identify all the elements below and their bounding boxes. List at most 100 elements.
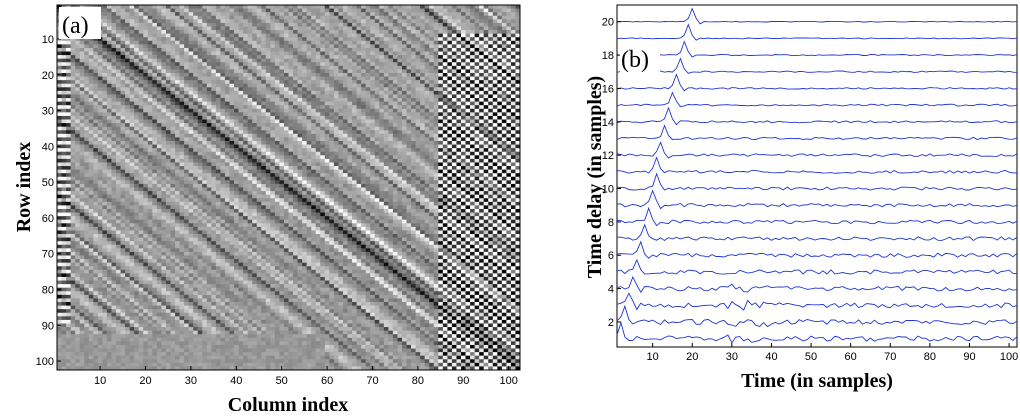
heatmap-cell: [470, 44, 476, 49]
heatmap-cell: [84, 5, 90, 9]
heatmap-cell: [61, 37, 67, 42]
heatmap-cell: [252, 5, 258, 9]
heatmap-cell: [274, 115, 280, 120]
heatmap-cell: [156, 140, 162, 145]
heatmap-cell: [433, 47, 439, 52]
heatmap-cell: [492, 130, 498, 135]
heatmap-cell: [220, 98, 226, 103]
heatmap-cell: [202, 33, 208, 38]
heatmap-cell: [179, 158, 185, 163]
heatmap-cell: [156, 119, 162, 124]
heatmap-cell: [297, 30, 303, 35]
heatmap-cell: [156, 108, 162, 113]
heatmap-cell: [161, 87, 167, 92]
heatmap-cell: [211, 33, 217, 38]
heatmap-cell: [352, 94, 357, 99]
heatmap-cell: [320, 33, 326, 38]
heatmap-cell: [424, 148, 430, 153]
heatmap-cell: [347, 119, 353, 124]
heatmap-cell: [234, 69, 239, 74]
heatmap-cell: [411, 62, 416, 67]
heatmap-cell: [288, 72, 294, 77]
heatmap-cell: [483, 108, 489, 113]
heatmap-cell: [156, 19, 162, 24]
heatmap-cell: [451, 169, 457, 174]
heatmap-cell: [361, 37, 367, 42]
heatmap-cell: [211, 119, 217, 124]
heatmap-cell: [429, 72, 435, 77]
heatmap-cell: [424, 40, 430, 45]
heatmap-cell: [460, 148, 466, 153]
heatmap-cell: [175, 98, 180, 103]
heatmap-cell: [361, 140, 367, 145]
heatmap-cell: [202, 98, 208, 103]
heatmap-cell: [211, 47, 217, 52]
heatmap-cell: [379, 22, 385, 27]
heatmap-cell: [324, 98, 330, 103]
heatmap-cell: [79, 123, 85, 128]
heatmap-cell: [220, 40, 226, 45]
heatmap-cell: [447, 80, 453, 85]
heatmap-cell: [474, 8, 480, 13]
heatmap-cell: [415, 169, 421, 174]
heatmap-cell: [229, 58, 235, 63]
heatmap-cell: [447, 112, 453, 117]
heatmap-cell: [188, 30, 194, 35]
heatmap-cell: [234, 40, 239, 45]
heatmap-cell: [79, 133, 85, 138]
heatmap-cell: [497, 65, 503, 70]
heatmap-cell: [352, 47, 357, 52]
heatmap-cell: [215, 72, 221, 77]
heatmap-cell: [256, 115, 262, 120]
heatmap-cell: [252, 98, 258, 103]
heatmap-cell: [61, 162, 67, 167]
heatmap-cell: [379, 72, 385, 77]
heatmap-cell: [288, 58, 294, 63]
heatmap-cell: [256, 162, 262, 167]
heatmap-cell: [365, 126, 371, 131]
heatmap-cell: [356, 80, 362, 85]
heatmap-cell: [501, 65, 507, 70]
heatmap-cell: [156, 51, 162, 56]
heatmap-cell: [206, 19, 212, 24]
heatmap-cell: [324, 58, 330, 63]
heatmap-cell: [465, 105, 471, 110]
heatmap-cell: [488, 37, 494, 42]
heatmap-cell: [456, 162, 462, 167]
heatmap-cell: [152, 72, 158, 77]
heatmap-cell: [324, 140, 330, 145]
heatmap-cell: [197, 90, 203, 95]
heatmap-cell: [342, 51, 348, 56]
heatmap-cell: [202, 22, 208, 27]
heatmap-cell: [279, 144, 285, 149]
heatmap-cell: [506, 173, 512, 178]
heatmap-cell: [447, 47, 453, 52]
heatmap-cell: [297, 98, 303, 103]
heatmap-cell: [297, 69, 303, 74]
heatmap-cell: [479, 126, 485, 131]
heatmap-cell: [338, 19, 344, 24]
heatmap-cell: [433, 151, 439, 156]
heatmap-cell: [111, 101, 117, 106]
heatmap-cell: [297, 155, 303, 160]
heatmap-cell: [79, 158, 85, 163]
heatmap-cell: [392, 133, 398, 138]
heatmap-cell: [202, 162, 208, 167]
heatmap-cell: [438, 151, 444, 156]
heatmap-cell: [279, 176, 285, 181]
heatmap-cell: [211, 80, 217, 85]
heatmap-cell: [156, 8, 162, 13]
heatmap-cell: [283, 126, 289, 131]
heatmap-cell: [433, 123, 439, 128]
heatmap-cell: [202, 69, 208, 74]
heatmap-cell: [143, 83, 149, 88]
heatmap-cell: [460, 58, 466, 63]
heatmap-cell: [406, 19, 412, 24]
heatmap-cell: [510, 55, 516, 60]
heatmap-cell: [497, 115, 503, 120]
heatmap-cell: [488, 40, 494, 45]
heatmap-cell: [102, 137, 108, 142]
heatmap-cell: [374, 144, 380, 149]
heatmap-cell: [365, 30, 371, 35]
heatmap-cell: [392, 44, 398, 49]
